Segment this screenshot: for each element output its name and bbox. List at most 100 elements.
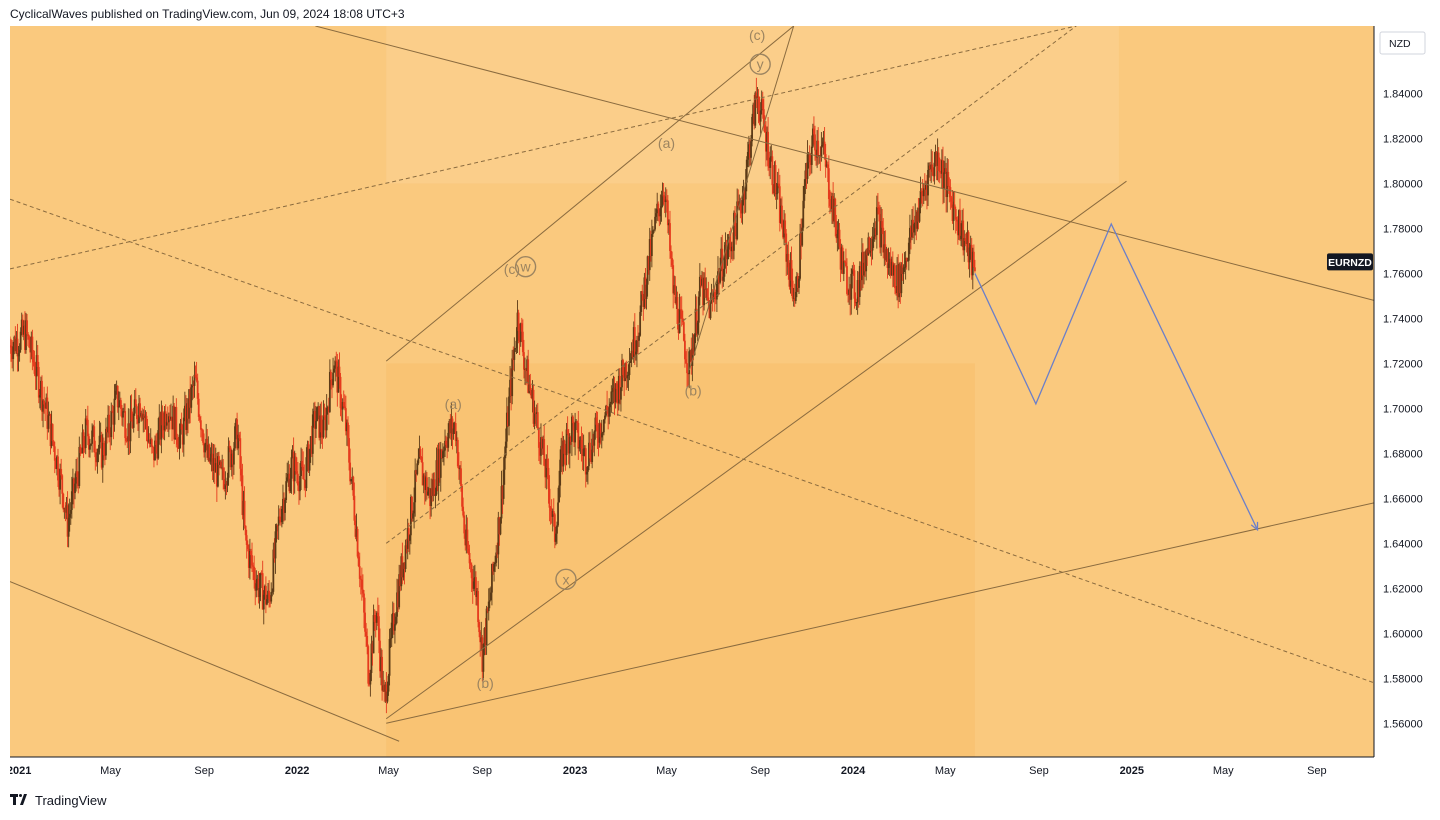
trendline-0[interactable] xyxy=(386,502,1374,724)
trendline-8[interactable] xyxy=(688,26,795,371)
candle xyxy=(562,435,565,472)
candle xyxy=(387,673,390,696)
candle xyxy=(553,512,556,549)
candle xyxy=(747,135,750,168)
candle xyxy=(295,457,298,484)
candle xyxy=(37,361,40,404)
trendline-3[interactable] xyxy=(315,26,1374,301)
candle xyxy=(942,146,944,205)
candle xyxy=(751,113,753,147)
candle xyxy=(123,403,125,413)
candle xyxy=(596,411,599,450)
svg-text:y: y xyxy=(757,56,764,72)
candle xyxy=(130,394,133,422)
candle xyxy=(682,318,685,342)
tradingview-logo-icon xyxy=(10,793,30,808)
candle xyxy=(394,613,396,644)
candle xyxy=(210,442,213,472)
trendline-7[interactable] xyxy=(385,26,1077,544)
candle xyxy=(625,360,628,391)
candle xyxy=(736,188,739,241)
candle xyxy=(135,404,138,425)
candle xyxy=(116,385,119,413)
trendline-5[interactable] xyxy=(10,26,1077,270)
projection-path[interactable] xyxy=(974,222,1259,531)
candle xyxy=(459,465,461,485)
candle xyxy=(878,201,880,222)
candle xyxy=(933,151,936,185)
candle xyxy=(654,208,656,232)
candle xyxy=(409,494,412,545)
candle xyxy=(524,357,526,385)
candle xyxy=(784,213,787,243)
candle xyxy=(226,472,229,493)
candle xyxy=(234,422,236,451)
candle xyxy=(456,437,459,469)
candle xyxy=(830,191,832,213)
candle xyxy=(535,404,538,428)
trendline-4[interactable] xyxy=(10,581,400,742)
candle xyxy=(306,440,309,472)
candle xyxy=(299,463,301,501)
price-chart[interactable]: (a)(b)(c) wx(a)(b)(c)y 1.840001.820001.80… xyxy=(10,26,1430,786)
candle xyxy=(811,123,814,148)
candle xyxy=(813,116,815,145)
candle xyxy=(391,601,394,639)
candle xyxy=(46,386,49,440)
candle xyxy=(953,191,956,210)
candle xyxy=(169,404,171,430)
candle xyxy=(19,327,22,353)
candle xyxy=(661,182,664,208)
candle xyxy=(118,391,121,408)
candle xyxy=(604,412,606,424)
candle xyxy=(270,582,273,604)
candle xyxy=(574,412,576,456)
symbol-price-badge[interactable]: EURNZD xyxy=(1327,253,1373,271)
candle xyxy=(972,244,975,268)
candle xyxy=(451,416,454,450)
candle xyxy=(663,191,666,214)
candle xyxy=(77,471,80,494)
candle xyxy=(564,443,567,471)
candle xyxy=(327,397,330,425)
candle xyxy=(423,472,426,505)
candle xyxy=(29,336,32,363)
time-axis: 2021 May Sep 2022 May Sep 2023 May Sep 2024 May Sep… xyxy=(10,756,1374,777)
candle xyxy=(859,261,862,291)
candle xyxy=(396,578,398,624)
chart-area[interactable]: (a) (b) (c) w x (a) (b) (c) y 1.84000 1.82000 1.80… xyxy=(10,26,1430,786)
candle xyxy=(254,567,257,606)
candle xyxy=(108,406,111,443)
candle xyxy=(452,422,455,440)
candle xyxy=(689,349,692,362)
candle xyxy=(644,268,647,309)
candle xyxy=(760,90,763,115)
trendline-6[interactable] xyxy=(10,198,1374,684)
candle xyxy=(843,260,846,263)
candle xyxy=(528,374,531,394)
candle xyxy=(757,89,760,124)
candle xyxy=(923,173,926,201)
candle xyxy=(589,431,591,462)
candle xyxy=(285,473,288,503)
candle xyxy=(598,419,601,448)
time-tick-label: Sep xyxy=(750,765,770,777)
candle xyxy=(251,542,253,573)
footer-brand-text: TradingView xyxy=(35,793,107,808)
currency-badge[interactable]: NZD xyxy=(1379,31,1426,55)
candle xyxy=(514,348,517,353)
candle xyxy=(491,563,493,606)
candle xyxy=(759,102,762,137)
candle xyxy=(839,239,842,282)
candle xyxy=(103,440,106,466)
candle xyxy=(86,405,89,446)
candle xyxy=(920,188,923,204)
candle xyxy=(618,368,621,405)
candle xyxy=(16,323,19,372)
candle xyxy=(631,339,634,359)
candle xyxy=(245,529,248,559)
candle xyxy=(333,365,336,373)
trendline-2[interactable] xyxy=(385,26,794,362)
trendline-1[interactable] xyxy=(385,180,1127,720)
footer-brand[interactable]: TradingView xyxy=(10,793,107,808)
